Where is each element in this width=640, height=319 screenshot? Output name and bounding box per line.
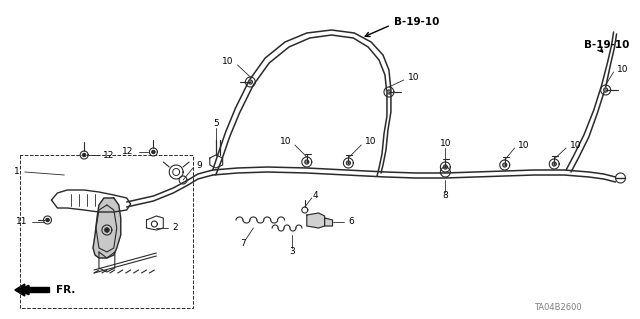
Polygon shape [387, 90, 391, 94]
Polygon shape [248, 80, 252, 84]
Text: 10: 10 [365, 137, 377, 146]
Polygon shape [552, 162, 556, 166]
Text: 12: 12 [122, 147, 134, 157]
Text: 10: 10 [616, 64, 628, 73]
Text: 2: 2 [172, 224, 178, 233]
Text: 4: 4 [313, 190, 318, 199]
Text: B-19-10: B-19-10 [394, 17, 439, 27]
Text: 1: 1 [14, 167, 20, 176]
Text: 8: 8 [442, 191, 448, 201]
Text: 10: 10 [570, 140, 582, 150]
Text: 10: 10 [222, 56, 234, 65]
Text: 11: 11 [16, 218, 28, 226]
Text: TA04B2600: TA04B2600 [534, 303, 582, 313]
Polygon shape [46, 219, 49, 221]
Polygon shape [604, 88, 607, 92]
Polygon shape [346, 161, 350, 165]
Text: 7: 7 [241, 240, 246, 249]
Text: 10: 10 [408, 73, 419, 83]
Polygon shape [105, 228, 109, 232]
Text: 3: 3 [289, 248, 295, 256]
Polygon shape [152, 151, 155, 153]
Polygon shape [305, 160, 308, 164]
Text: 5: 5 [213, 120, 219, 129]
FancyArrow shape [15, 284, 49, 296]
Text: 12: 12 [103, 151, 115, 160]
Text: 10: 10 [518, 140, 529, 150]
Polygon shape [307, 213, 324, 228]
Text: B-19-10: B-19-10 [584, 40, 629, 50]
Polygon shape [503, 163, 507, 167]
Polygon shape [83, 153, 86, 157]
Polygon shape [444, 165, 447, 169]
Text: 10: 10 [280, 137, 291, 146]
Text: 9: 9 [196, 160, 202, 169]
Polygon shape [324, 218, 333, 226]
Text: FR.: FR. [56, 285, 76, 295]
Polygon shape [93, 198, 121, 258]
Text: 6: 6 [348, 218, 354, 226]
Text: 10: 10 [440, 139, 451, 149]
